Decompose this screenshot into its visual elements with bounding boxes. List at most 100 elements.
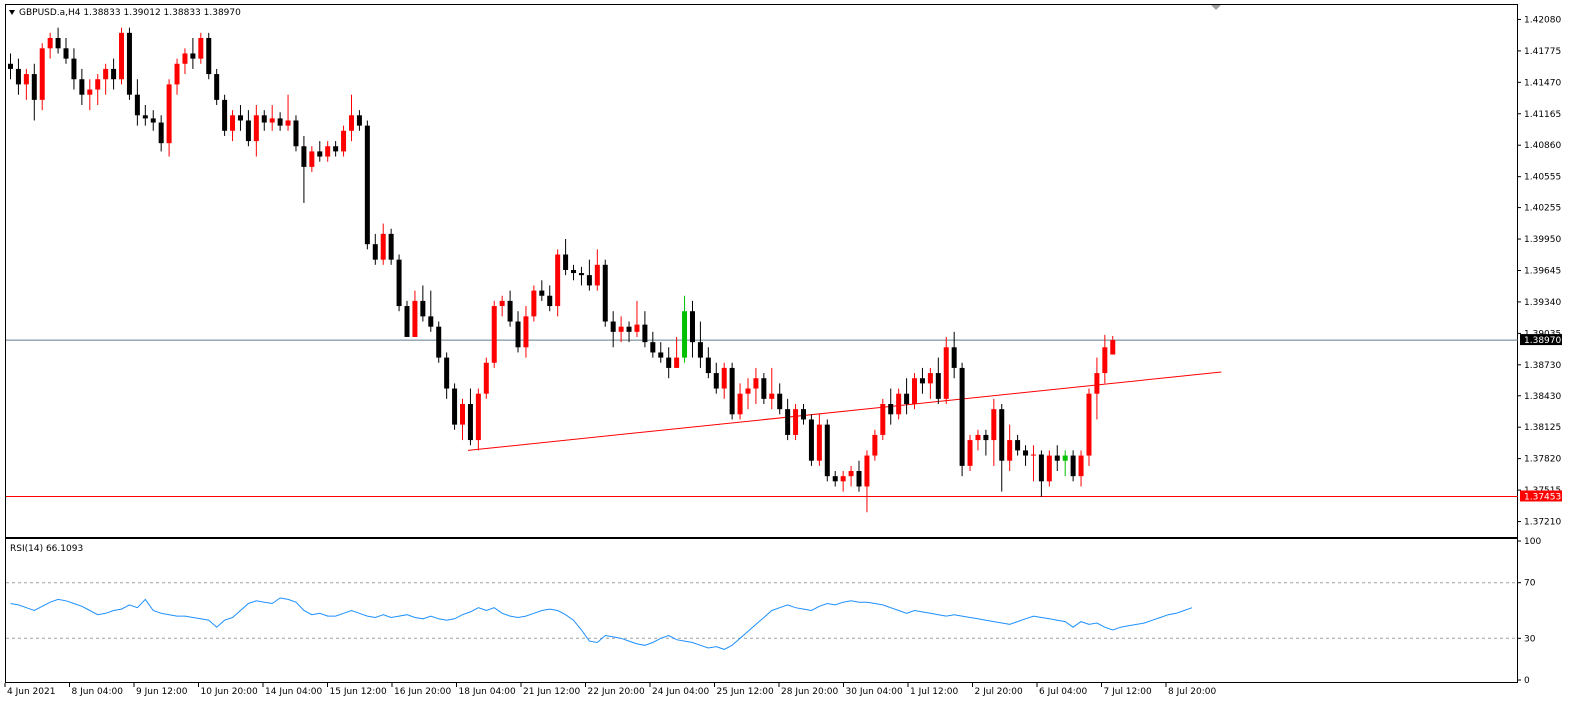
candle-body	[467, 404, 473, 441]
candle-body	[674, 357, 680, 368]
candle-body	[1015, 440, 1021, 451]
candle	[499, 295, 505, 317]
price-tick-label: 1.40555	[1524, 173, 1561, 183]
candle-body	[745, 388, 751, 394]
time-tick-label: 2 Jul 20:00	[975, 687, 1024, 697]
candle	[523, 306, 529, 358]
candle-body	[269, 118, 275, 123]
candle-body	[261, 115, 267, 123]
candle	[761, 373, 767, 404]
candle-body	[237, 115, 243, 121]
candle	[602, 259, 608, 327]
candle-body	[927, 373, 933, 384]
candle	[555, 249, 561, 317]
price-panel[interactable]	[5, 4, 1519, 538]
candles-group	[8, 27, 1116, 513]
candle-body	[166, 84, 172, 144]
candle-body	[301, 146, 307, 167]
candle-body	[689, 311, 695, 343]
candle-body	[872, 434, 878, 456]
time-tick-label: 9 Jun 12:00	[136, 687, 188, 697]
candle	[285, 94, 291, 131]
candle-body	[87, 89, 93, 95]
price-tick-label: 1.39645	[1524, 266, 1561, 276]
candle	[642, 311, 648, 348]
candle	[650, 331, 656, 358]
candle	[1038, 450, 1044, 497]
candle-body	[341, 130, 347, 152]
candle-body	[245, 120, 251, 142]
candle	[428, 290, 434, 332]
candle	[253, 105, 259, 157]
triangle-down-icon[interactable]	[9, 10, 15, 15]
candle-body	[880, 404, 886, 435]
candle-body	[1070, 455, 1076, 477]
candle	[372, 233, 378, 265]
candle-body	[1086, 393, 1092, 456]
candle	[341, 125, 347, 157]
candle	[1086, 388, 1092, 466]
candle-body	[824, 424, 830, 477]
candle-body	[174, 63, 180, 85]
candle-body	[142, 115, 148, 119]
candle-body	[1046, 455, 1052, 482]
time-tick-label: 10 Jun 20:00	[201, 687, 258, 697]
candle	[991, 398, 997, 466]
candle-body	[999, 409, 1005, 461]
candle	[1030, 445, 1036, 482]
candle	[269, 105, 275, 131]
candle-body	[150, 118, 156, 123]
candle-body	[444, 357, 450, 389]
time-tick-label: 15 Jun 12:00	[330, 687, 387, 697]
time-tick-label: 4 Jun 2021	[7, 687, 55, 697]
candle-body	[190, 53, 196, 59]
candle-body	[134, 94, 140, 116]
candle	[1015, 434, 1021, 456]
candle-body	[380, 233, 386, 260]
candle-body	[499, 300, 505, 307]
candle	[586, 259, 592, 291]
candle	[460, 398, 466, 441]
time-tick-label: 1 Jul 12:00	[910, 687, 959, 697]
candle	[999, 404, 1005, 492]
candle	[1007, 424, 1013, 472]
candle	[713, 362, 719, 394]
candle	[245, 110, 251, 147]
candle	[214, 68, 220, 106]
candle-body	[769, 393, 775, 399]
candle	[539, 280, 545, 301]
candle	[943, 336, 949, 404]
candle-body	[333, 146, 339, 152]
rsi-panel[interactable]: RSI(14) 66.1093	[5, 538, 1519, 683]
candle	[951, 331, 957, 379]
time-tick-label: 8 Jul 20:00	[1168, 687, 1217, 697]
time-axis[interactable]: 4 Jun 2021 8 Jun 04:00 9 Jun 12:00 10 Jun 2…	[4, 683, 1217, 697]
candle	[158, 115, 164, 152]
candle	[206, 32, 212, 80]
candle-body	[840, 476, 846, 482]
candle	[412, 290, 418, 337]
candle-body	[816, 424, 822, 461]
shift-marker-icon[interactable]	[1211, 5, 1221, 10]
candle-body	[452, 388, 458, 425]
candle	[301, 135, 307, 203]
price-tick-label: 1.38730	[1524, 361, 1561, 371]
candle	[8, 53, 13, 80]
candle-body	[793, 409, 799, 435]
candle	[626, 321, 632, 343]
candle-body	[602, 264, 608, 322]
candle	[1110, 335, 1116, 355]
candle	[1078, 450, 1084, 487]
candle	[571, 264, 577, 281]
candle-body	[483, 362, 489, 394]
candle-body	[103, 68, 109, 80]
candle-body	[967, 440, 973, 466]
candle-body	[951, 347, 957, 368]
candle-body	[682, 311, 688, 358]
time-tick-label: 21 Jun 12:00	[523, 687, 580, 697]
candle-body	[325, 146, 331, 157]
candle	[904, 378, 910, 415]
price-axis[interactable]: 1.42080 1.41775 1.41470 1.41165 1.40860 1.405…	[1518, 15, 1561, 528]
candle-body	[1110, 340, 1116, 355]
candle-body	[198, 37, 204, 59]
